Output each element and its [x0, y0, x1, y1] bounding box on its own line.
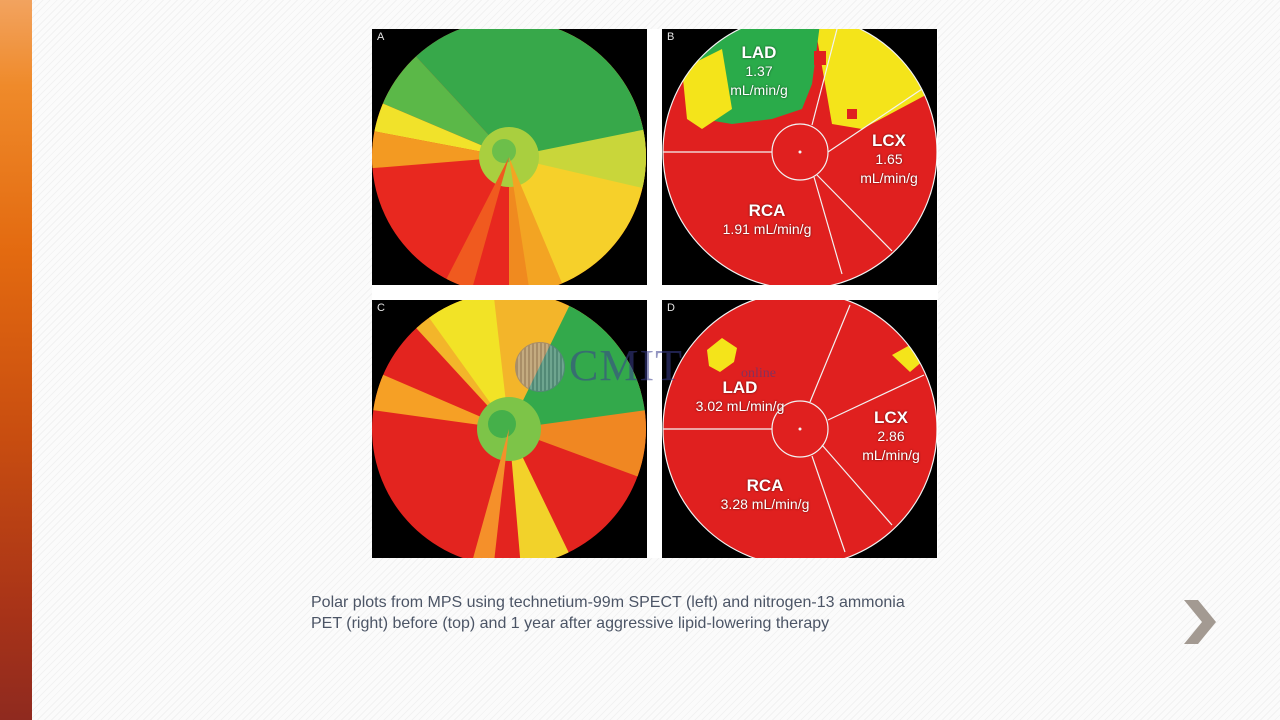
rca-territory-name: RCA — [746, 476, 784, 495]
rca-flow-label-after: RCA 3.28 mL/min/g — [700, 476, 830, 514]
polar-plot-figure: A B LAD 1.37 — [372, 29, 938, 558]
lcx-territory-name: LCX — [874, 408, 908, 427]
panel-letter-a: A — [377, 31, 385, 43]
next-slide-button[interactable] — [1180, 598, 1220, 646]
polar-plot-spect-after: C — [372, 300, 647, 558]
polar-plot-c-graphic — [372, 300, 646, 558]
lad-flow-value: 3.02 mL/min/g — [695, 398, 785, 414]
lad-territory-name: LAD — [741, 43, 777, 62]
polar-plot-spect-before: A — [372, 29, 647, 285]
chevron-right-icon — [1184, 600, 1216, 644]
watermark-text: CMIT — [569, 341, 683, 390]
lcx-territory-name: LCX — [872, 131, 906, 150]
lad-territory-name: LAD — [722, 378, 758, 397]
polar-plot-pet-after: D LAD 3.02 mL/min/g LCX 2.86 mL/min/g RC… — [662, 300, 937, 558]
panel-letter-d: D — [667, 302, 675, 314]
lcx-flow-unit: mL/min/g — [862, 447, 920, 463]
lcx-flow-value: 1.65 — [875, 151, 903, 167]
rca-territory-name: RCA — [748, 201, 786, 220]
caption-line-2: PET (right) before (top) and 1 year afte… — [311, 615, 830, 632]
panel-letter-c: C — [377, 302, 385, 314]
lad-flow-value: 1.37 — [745, 63, 773, 79]
caption-line-1: Polar plots from MPS using technetium-99… — [311, 594, 905, 611]
rca-flow-label-before: RCA 1.91 mL/min/g — [702, 201, 832, 239]
watermark-logo: CMIT online — [515, 341, 785, 392]
rca-flow-value: 1.91 mL/min/g — [722, 221, 812, 237]
slide-accent-bar — [0, 0, 32, 720]
lcx-flow-unit: mL/min/g — [860, 170, 918, 186]
lad-flow-unit: mL/min/g — [730, 82, 788, 98]
figure-caption: Polar plots from MPS using technetium-99… — [311, 592, 1011, 634]
lad-flow-label-after: LAD 3.02 mL/min/g — [680, 378, 800, 416]
lcx-flow-label-before: LCX 1.65 mL/min/g — [844, 131, 934, 188]
rca-flow-value: 3.28 mL/min/g — [720, 496, 810, 512]
polar-plot-pet-before: B LAD 1.37 mL/min/g LCX 1.65 mL/min/g RC… — [662, 29, 937, 285]
lcx-flow-value: 2.86 — [877, 428, 905, 444]
lad-flow-label-before: LAD 1.37 mL/min/g — [724, 43, 794, 100]
watermark-subtext: online — [741, 366, 776, 381]
panel-letter-b: B — [667, 31, 675, 43]
polar-plot-a-graphic — [372, 29, 646, 285]
lcx-flow-label-after: LCX 2.86 mL/min/g — [846, 408, 936, 465]
polar-plot-b-graphic — [662, 29, 937, 285]
globe-icon — [515, 342, 565, 392]
polar-plot-d-graphic — [662, 300, 937, 558]
